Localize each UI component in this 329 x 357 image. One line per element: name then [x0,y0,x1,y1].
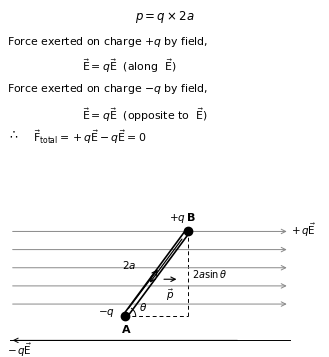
Text: $2a$: $2a$ [122,259,137,271]
Text: A: A [122,325,131,335]
Text: $\vec{\mathrm{F}}_{\mathrm{total}} = +q\vec{\mathrm{E}} - q\vec{\mathrm{E}} = 0$: $\vec{\mathrm{F}}_{\mathrm{total}} = +q\… [33,129,146,146]
Text: $2a\sin\theta$: $2a\sin\theta$ [192,268,228,280]
Text: $\vec{\mathrm{E}} = q\vec{\mathrm{E}}$  (opposite to  $\vec{\mathrm{E}}$): $\vec{\mathrm{E}} = q\vec{\mathrm{E}}$ (… [82,106,208,124]
Text: B: B [187,213,195,223]
Text: Force exerted on charge $-q$ by field,: Force exerted on charge $-q$ by field, [7,82,208,96]
Text: $\therefore$: $\therefore$ [7,129,18,142]
Text: $\vec{\mathrm{E}} = q\vec{\mathrm{E}}$  (along  $\vec{\mathrm{E}}$): $\vec{\mathrm{E}} = q\vec{\mathrm{E}}$ (… [82,57,177,75]
Text: Force exerted on charge $+q$ by field,: Force exerted on charge $+q$ by field, [7,35,208,49]
Text: $-q$: $-q$ [98,307,115,318]
Text: $\theta$: $\theta$ [139,301,147,313]
Text: $+q$: $+q$ [169,212,186,225]
Text: $+\,q\vec{\mathrm{E}}$: $+\,q\vec{\mathrm{E}}$ [291,221,316,239]
Text: $-\,q\vec{\mathrm{E}}$: $-\,q\vec{\mathrm{E}}$ [7,342,32,357]
Text: $p = q \times 2a$: $p = q \times 2a$ [135,9,194,25]
Text: $\vec{p}$: $\vec{p}$ [166,288,174,303]
